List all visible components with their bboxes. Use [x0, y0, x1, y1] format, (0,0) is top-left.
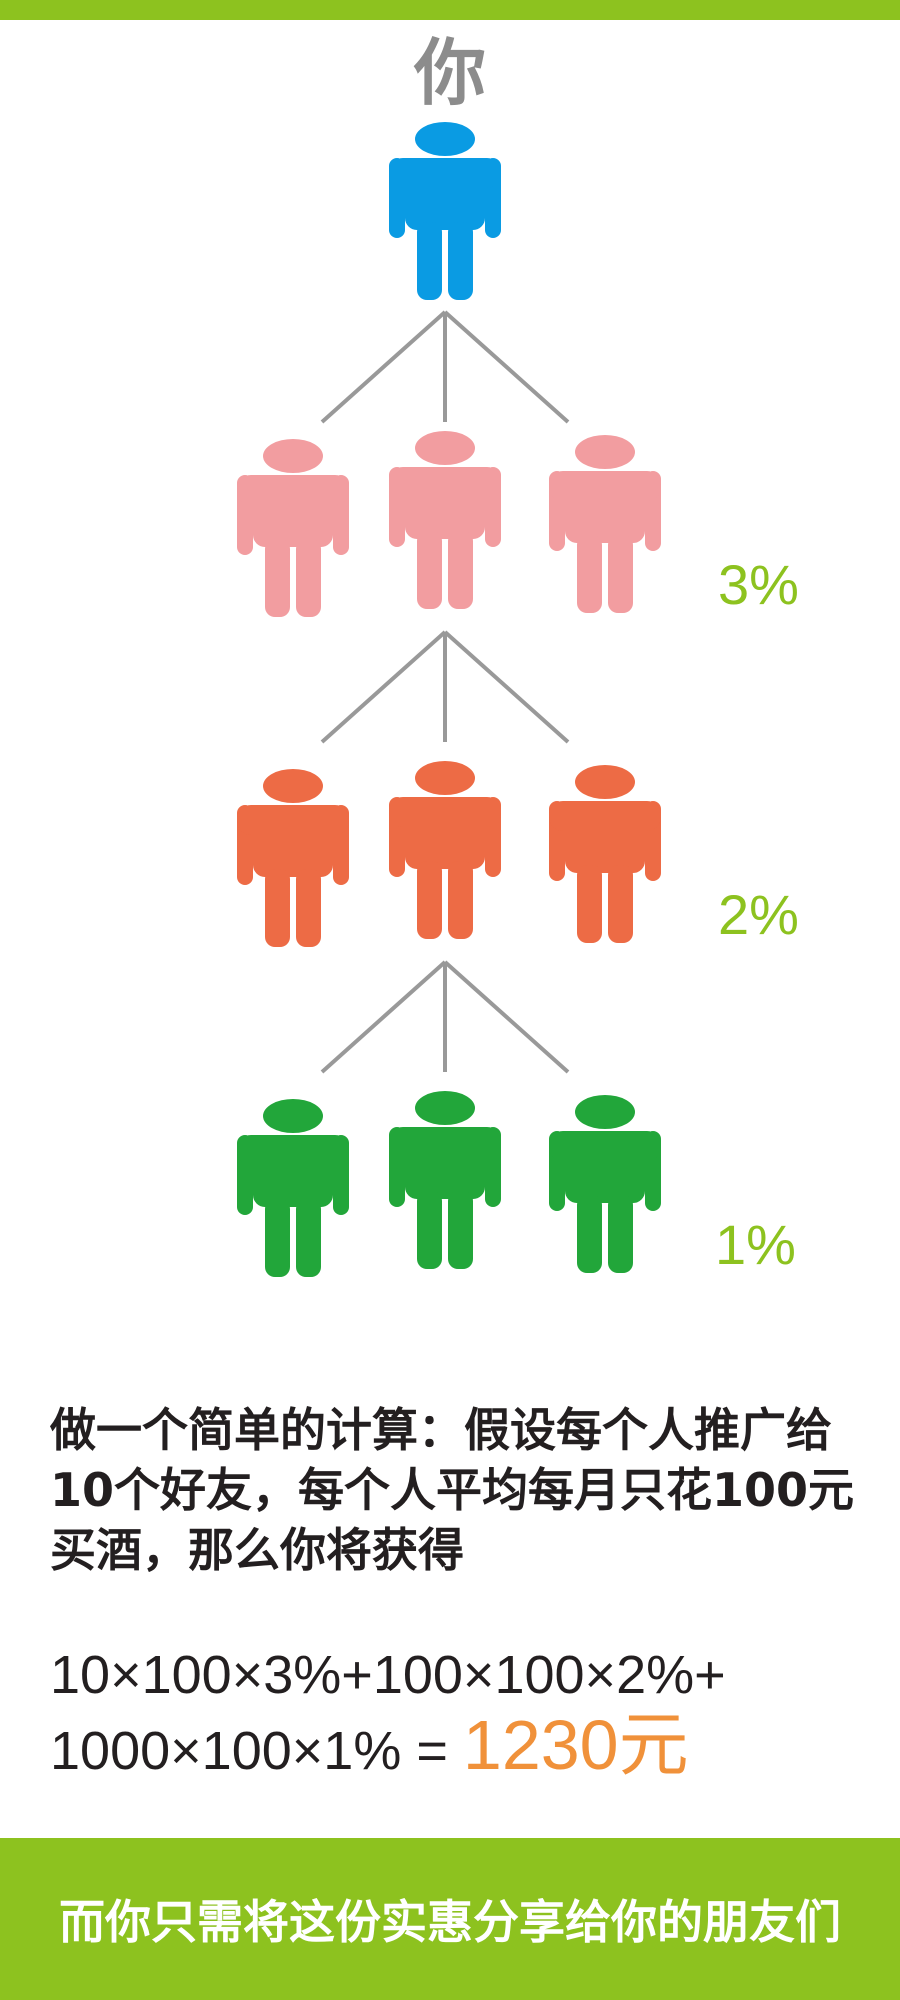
level-1-person-icon: [237, 439, 349, 617]
connector-lines-level-3: [320, 960, 570, 1074]
description-line-2: 10个好友，每个人平均每月只花100元: [50, 1463, 855, 1517]
footer-banner: 而你只需将这份实惠分享给你的朋友们: [0, 1838, 900, 2000]
level-2-person-icon: [389, 761, 501, 939]
calculation-description: 做一个简单的计算：假设每个人推广给 10个好友，每个人平均每月只花100元 买酒…: [50, 1400, 880, 1580]
connector-lines-level-2: [320, 630, 570, 744]
level-2-person-icon: [549, 765, 661, 943]
description-line-3: 买酒，那么你将获得: [50, 1523, 464, 1577]
level-2-percent: 2%: [718, 883, 799, 946]
level-3-person-icon: [549, 1095, 661, 1273]
top-accent-bar: [0, 0, 900, 20]
level-1-person-icon: [549, 435, 661, 613]
level-1-percent: 3%: [718, 553, 799, 616]
formula: 10×100×3%+100×100×2%+ 1000×100×1% = 1230…: [50, 1640, 880, 1786]
level-3-person-icon: [389, 1091, 501, 1269]
root-person-icon: [389, 122, 501, 300]
formula-line-1: 10×100×3%+100×100×2%+: [50, 1645, 726, 1705]
description-line-1: 做一个简单的计算：假设每个人推广给: [50, 1403, 832, 1457]
connector-lines-level-1: [320, 310, 570, 424]
level-1-person-icon: [389, 431, 501, 609]
level-2-person-icon: [237, 769, 349, 947]
referral-tree-diagram: [237, 122, 661, 1277]
formula-result: 1230元: [462, 1706, 689, 1784]
footer-text: 而你只需将这份实惠分享给你的朋友们: [59, 1895, 841, 1949]
level-3-person-icon: [237, 1099, 349, 1277]
formula-line-2: 1000×100×1% =: [50, 1721, 463, 1781]
level-3-percent: 1%: [715, 1213, 796, 1276]
you-label: 你: [413, 31, 486, 115]
